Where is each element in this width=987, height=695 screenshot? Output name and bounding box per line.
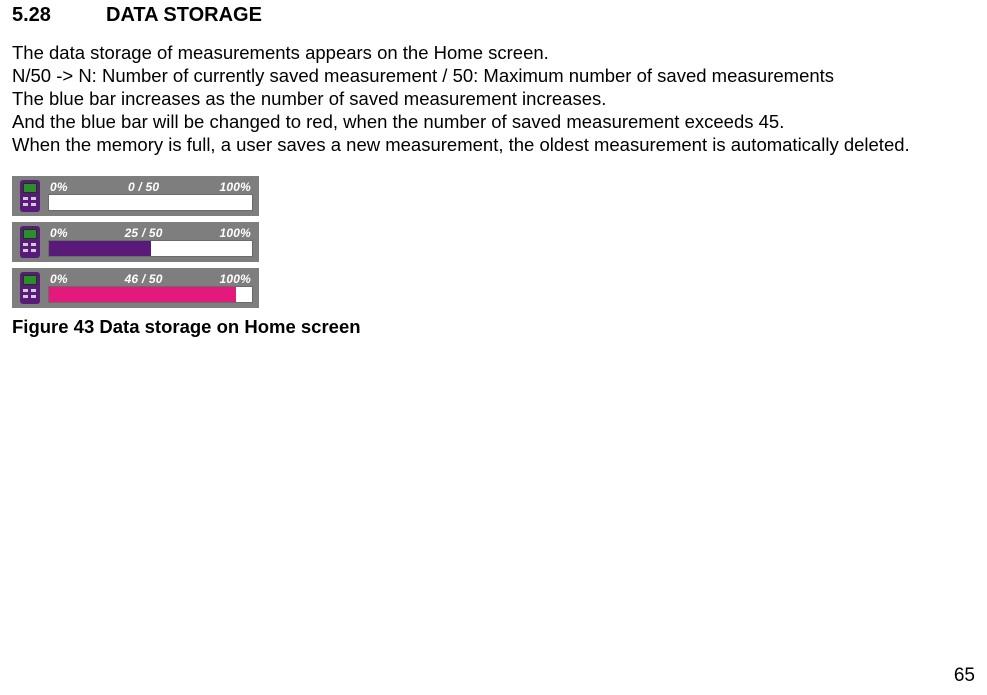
bar-left-label: 0%: [50, 273, 68, 285]
bar-left-label: 0%: [50, 181, 68, 193]
paragraph: When the memory is full, a user saves a …: [12, 133, 975, 156]
section-title: DATA STORAGE: [106, 4, 262, 26]
storage-bar-content: 0% 46 / 50 100%: [48, 268, 259, 308]
storage-bars-figure: 0% 0 / 50 100% 0% 25 / 50 100% 0% 46 / 50 100%: [12, 176, 259, 308]
paragraph: The blue bar increases as the number of …: [12, 87, 975, 110]
bar-center-label: 25 / 50: [125, 227, 163, 239]
storage-bar-row: 0% 25 / 50 100%: [12, 222, 259, 262]
storage-bar-row: 0% 46 / 50 100%: [12, 268, 259, 308]
bar-fill: [49, 287, 236, 302]
page-number: 65: [954, 665, 975, 687]
bar-center-label: 46 / 50: [125, 273, 163, 285]
bar-left-label: 0%: [50, 227, 68, 239]
bar-center-label: 0 / 50: [128, 181, 159, 193]
device-icon: [12, 176, 48, 216]
bar-right-label: 100%: [219, 181, 251, 193]
bar-fill: [49, 241, 151, 256]
storage-bar-content: 0% 25 / 50 100%: [48, 222, 259, 262]
paragraph: And the blue bar will be changed to red,…: [12, 110, 975, 133]
storage-bar-labels: 0% 46 / 50 100%: [48, 273, 253, 286]
storage-bar-labels: 0% 25 / 50 100%: [48, 227, 253, 240]
body-text-block: The data storage of measurements appears…: [12, 41, 975, 156]
storage-bar-content: 0% 0 / 50 100%: [48, 176, 259, 216]
bar-track: [48, 286, 253, 303]
section-heading: 5.28DATA STORAGE: [12, 0, 975, 41]
device-icon: [12, 268, 48, 308]
bar-right-label: 100%: [219, 227, 251, 239]
bar-track: [48, 240, 253, 257]
storage-bar-row: 0% 0 / 50 100%: [12, 176, 259, 216]
device-icon: [12, 222, 48, 262]
bar-track: [48, 194, 253, 211]
section-number: 5.28: [12, 4, 106, 27]
paragraph: The data storage of measurements appears…: [12, 41, 975, 64]
figure-caption: Figure 43 Data storage on Home screen: [12, 316, 975, 338]
storage-bar-labels: 0% 0 / 50 100%: [48, 181, 253, 194]
bar-right-label: 100%: [219, 273, 251, 285]
paragraph: N/50 -> N: Number of currently saved mea…: [12, 64, 975, 87]
